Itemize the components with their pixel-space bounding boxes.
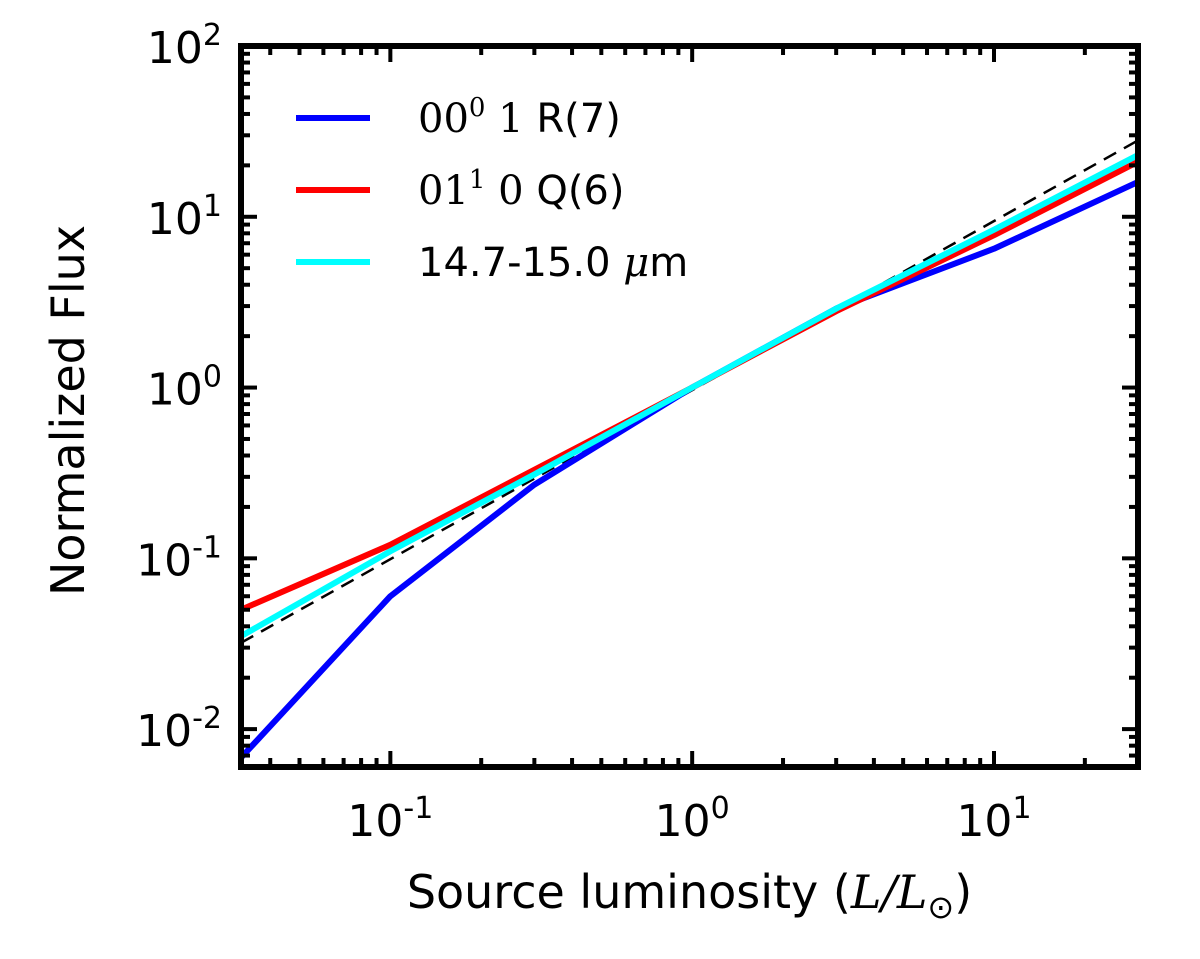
x-tick-label: 100: [655, 791, 730, 847]
y-tick-label: 10-1: [136, 530, 222, 586]
y-tick-label: 10-2: [136, 701, 222, 757]
y-tick-label: 100: [147, 360, 222, 416]
ticks-layer: [241, 44, 1140, 769]
legend-label-1: 000 1 R(7): [418, 93, 621, 142]
x-tick-label: 10-1: [347, 791, 433, 847]
tick-labels: 10-1 100 101 10-2 10-1 100 101 102: [136, 18, 1031, 847]
legend-label-3: 14.7-15.0 μm: [418, 240, 688, 286]
x-axis-label: Source luminosity (L/L⊙): [407, 865, 972, 926]
series-line-3: [241, 152, 1138, 639]
legend-label-2: 011 0 Q(6): [418, 165, 624, 214]
plot-frame: [238, 43, 1141, 770]
y-tick-label: 102: [147, 18, 222, 74]
y-axis-label: Normalized Flux: [41, 225, 95, 596]
series-layer: [241, 139, 1138, 760]
legend: 000 1 R(7) 011 0 Q(6) 14.7-15.0 μm: [296, 93, 688, 286]
series-line-1: [241, 179, 1138, 760]
y-tick-label: 101: [147, 189, 222, 245]
x-tick-label: 101: [956, 791, 1031, 847]
